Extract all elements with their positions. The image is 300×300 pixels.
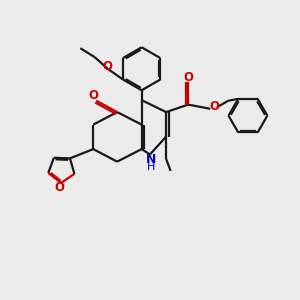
Text: O: O [209, 100, 219, 113]
Text: O: O [55, 181, 64, 194]
Text: O: O [183, 71, 193, 84]
Text: N: N [146, 153, 156, 167]
Text: O: O [103, 60, 112, 73]
Text: H: H [147, 162, 155, 172]
Text: O: O [88, 89, 98, 102]
